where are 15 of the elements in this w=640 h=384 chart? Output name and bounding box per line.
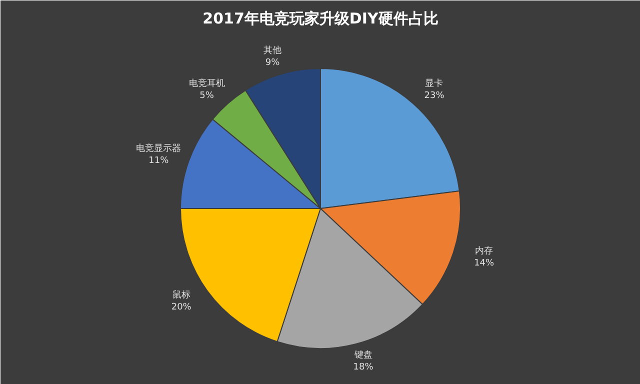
data-label: 20% [171,302,192,312]
data-label: 5% [200,90,214,101]
data-label: 9% [265,58,280,68]
slice-label: 鼠标 [172,289,190,300]
data-label: 11% [148,156,170,166]
slice-label: 电竞耳机 [188,78,225,89]
slice-label: 其他 [264,44,282,56]
chart-title: 2017年电竞玩家升级DIY硬件占比 [202,10,438,28]
data-label: 23% [424,90,445,101]
data-label: 18% [353,362,374,373]
slice-label: 键盘 [353,350,372,361]
slice-label: 显卡 [425,78,444,89]
data-label: 14% [474,258,495,268]
slice-label: 电竞显示器 [136,142,182,154]
slice-label: 内存 [475,245,494,256]
